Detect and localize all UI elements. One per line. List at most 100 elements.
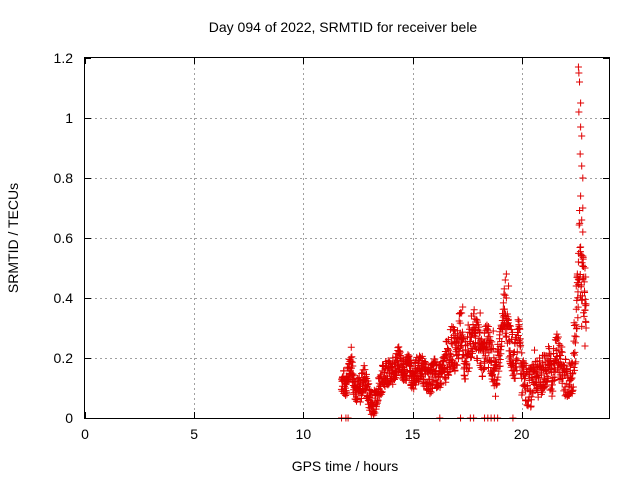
data-point bbox=[517, 341, 525, 349]
data-point bbox=[567, 375, 575, 383]
data-point bbox=[568, 387, 576, 395]
data-point bbox=[473, 356, 481, 364]
data-point bbox=[464, 321, 472, 329]
data-point bbox=[493, 380, 501, 388]
data-point bbox=[572, 321, 580, 329]
data-point bbox=[574, 288, 582, 296]
x-tick-label: 15 bbox=[405, 426, 421, 442]
data-point bbox=[541, 383, 549, 391]
data-point bbox=[550, 368, 558, 376]
data-point bbox=[484, 364, 492, 372]
data-point bbox=[557, 351, 565, 359]
data-point bbox=[501, 276, 509, 284]
data-point bbox=[415, 358, 423, 366]
data-point bbox=[514, 316, 522, 324]
x-tick-label: 20 bbox=[514, 426, 530, 442]
data-point bbox=[463, 350, 471, 358]
data-point bbox=[480, 366, 488, 374]
data-point bbox=[524, 397, 532, 405]
data-point bbox=[365, 380, 373, 388]
data-point bbox=[556, 341, 564, 349]
data-points bbox=[337, 63, 590, 422]
data-point bbox=[559, 361, 567, 369]
data-point bbox=[498, 337, 506, 345]
y-tick-label: 0.6 bbox=[54, 230, 74, 246]
data-point bbox=[512, 363, 520, 371]
data-point bbox=[555, 375, 563, 383]
data-point bbox=[458, 309, 466, 317]
data-point bbox=[579, 228, 587, 236]
data-point bbox=[494, 373, 502, 381]
data-point bbox=[445, 346, 453, 354]
data-point bbox=[407, 362, 415, 370]
data-point bbox=[567, 375, 575, 383]
data-point bbox=[394, 344, 402, 352]
data-point bbox=[578, 162, 586, 170]
data-point bbox=[501, 329, 509, 337]
data-point bbox=[581, 342, 589, 350]
data-point bbox=[571, 360, 579, 368]
data-point bbox=[505, 282, 513, 290]
data-point bbox=[503, 332, 511, 340]
data-point bbox=[579, 252, 587, 260]
data-point bbox=[347, 343, 355, 351]
data-point bbox=[510, 349, 518, 357]
data-point bbox=[392, 372, 400, 380]
data-point bbox=[581, 264, 589, 272]
data-point bbox=[431, 358, 439, 366]
data-point bbox=[376, 373, 384, 381]
data-point bbox=[569, 349, 577, 357]
data-point bbox=[550, 376, 558, 384]
data-point bbox=[461, 375, 469, 383]
data-point bbox=[467, 354, 475, 362]
data-point bbox=[506, 322, 514, 330]
data-point bbox=[572, 358, 580, 366]
data-point bbox=[579, 174, 587, 182]
x-tick-label: 5 bbox=[190, 426, 198, 442]
data-point bbox=[582, 300, 590, 308]
data-point bbox=[561, 355, 569, 363]
data-point bbox=[490, 366, 498, 374]
data-point bbox=[573, 270, 581, 278]
data-point bbox=[527, 402, 535, 410]
data-point bbox=[538, 388, 546, 396]
data-point bbox=[513, 355, 521, 363]
data-point bbox=[479, 372, 487, 380]
data-point bbox=[465, 364, 473, 372]
data-point bbox=[454, 355, 462, 363]
data-point bbox=[472, 333, 480, 341]
data-point bbox=[396, 347, 404, 355]
data-point bbox=[560, 387, 568, 395]
data-point bbox=[578, 216, 586, 224]
data-point bbox=[502, 294, 510, 302]
data-point bbox=[456, 319, 464, 327]
data-point bbox=[486, 336, 494, 344]
data-point bbox=[436, 373, 444, 381]
data-point bbox=[489, 327, 497, 335]
data-point bbox=[573, 324, 581, 332]
data-point bbox=[580, 312, 588, 320]
data-point bbox=[470, 306, 478, 314]
data-point bbox=[542, 382, 550, 390]
data-point bbox=[574, 314, 582, 322]
data-point bbox=[571, 339, 579, 347]
data-point bbox=[451, 366, 459, 374]
data-point bbox=[579, 262, 587, 270]
data-point bbox=[544, 375, 552, 383]
data-point bbox=[476, 328, 484, 336]
data-point bbox=[577, 123, 585, 131]
data-point bbox=[378, 388, 386, 396]
data-point bbox=[513, 348, 521, 356]
data-point bbox=[577, 192, 585, 200]
data-point bbox=[421, 358, 429, 366]
data-point bbox=[459, 303, 467, 311]
data-point bbox=[579, 204, 587, 212]
data-point bbox=[476, 309, 484, 317]
data-point bbox=[576, 150, 584, 158]
plot-frame bbox=[84, 57, 610, 419]
y-tick-label: 0 bbox=[65, 410, 73, 426]
data-point bbox=[581, 288, 589, 296]
data-point bbox=[408, 359, 416, 367]
data-point bbox=[452, 361, 460, 369]
data-point bbox=[575, 108, 583, 116]
